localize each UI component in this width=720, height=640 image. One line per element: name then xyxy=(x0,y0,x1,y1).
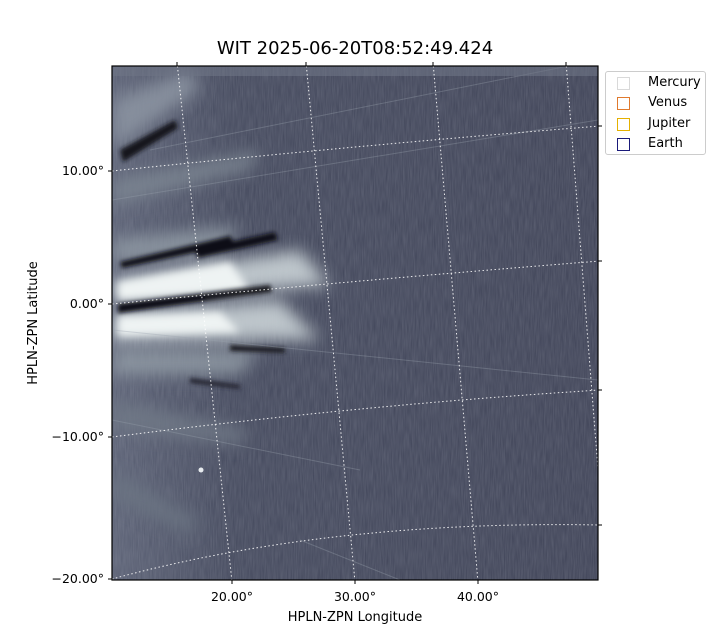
ticks xyxy=(108,62,602,584)
legend-item-mercury: Mercury xyxy=(617,75,701,91)
x-axis-label: HPLN-ZPN Longitude xyxy=(288,610,423,625)
image-area xyxy=(112,66,598,580)
legend-label-jupiter: Jupiter xyxy=(648,116,691,131)
y-tick-label-minus10: −10.00° xyxy=(51,429,104,444)
bright-dot xyxy=(198,467,204,473)
mercury-swatch xyxy=(617,76,630,90)
chart-title: WIT 2025-06-20T08:52:49.424 xyxy=(216,38,494,59)
legend-label-mercury: Mercury xyxy=(648,75,701,90)
earth-swatch xyxy=(617,137,630,151)
legend-item-earth: Earth xyxy=(617,136,683,152)
legend-label-earth: Earth xyxy=(648,136,683,151)
jupiter-swatch xyxy=(617,117,630,131)
dark-streaks xyxy=(118,120,285,389)
x-tick-label-30: 30.00° xyxy=(334,589,376,604)
x-tick-label-20: 20.00° xyxy=(211,589,253,604)
x-tick-label-40: 40.00° xyxy=(457,589,499,604)
legend-item-jupiter: Jupiter xyxy=(617,116,690,132)
legend-item-venus: Venus xyxy=(617,95,687,111)
y-axis-label: HPLN-ZPN Latitude xyxy=(26,261,41,384)
y-tick-label-minus20: −20.00° xyxy=(51,571,104,586)
y-tick-label-0: 0.00° xyxy=(70,296,104,311)
venus-swatch xyxy=(617,96,630,110)
coordinate-grid xyxy=(112,66,598,580)
legend: Mercury Venus Jupiter Earth xyxy=(605,71,706,155)
legend-label-venus: Venus xyxy=(648,95,688,110)
y-tick-label-10: 10.00° xyxy=(62,163,104,178)
core-glow xyxy=(118,262,250,336)
top-edge xyxy=(112,66,598,76)
